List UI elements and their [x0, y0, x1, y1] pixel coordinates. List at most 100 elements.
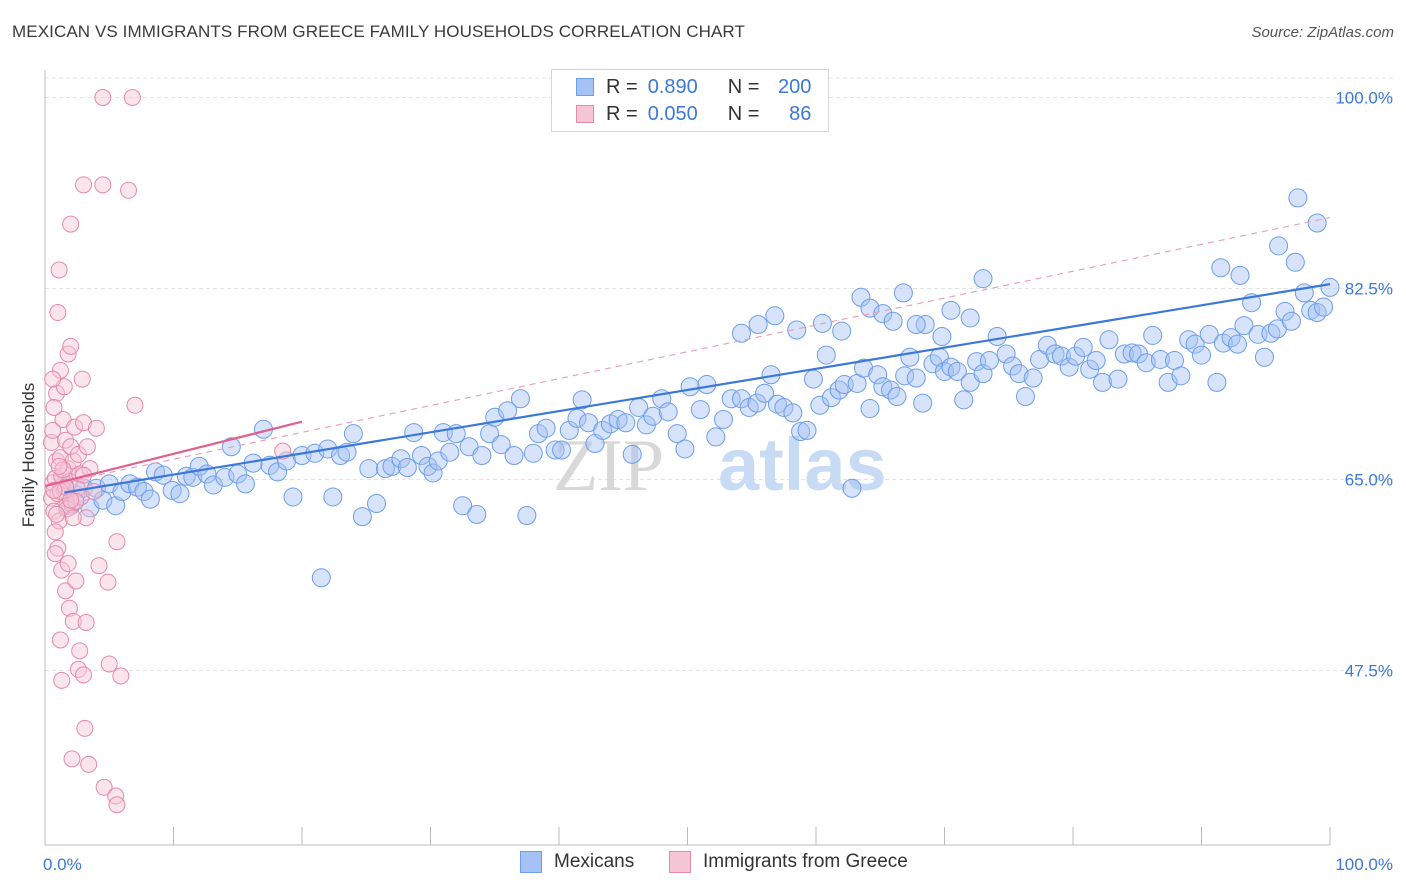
point-mexicans: [523, 443, 543, 463]
point-greece: [75, 666, 93, 684]
point-mexicans: [797, 420, 817, 440]
point-mexicans: [552, 440, 572, 460]
point-mexicans: [545, 440, 565, 460]
point-greece: [95, 778, 113, 796]
series-greece: [42, 89, 292, 814]
point-greece: [62, 491, 80, 509]
legend-r-label: R =: [606, 75, 638, 98]
point-mexicans: [1281, 311, 1301, 331]
point-mexicans: [821, 388, 841, 408]
x-tick-label: 100.0%: [1335, 855, 1393, 874]
point-mexicans: [667, 424, 687, 444]
point-greece: [50, 457, 68, 475]
point-greece: [76, 719, 94, 737]
point-mexicans: [1207, 372, 1227, 392]
point-mexicans: [960, 308, 980, 328]
point-greece: [46, 545, 64, 563]
point-greece: [59, 555, 77, 573]
point-mexicans: [987, 327, 1007, 347]
axes: [44, 70, 1331, 846]
point-mexicans: [504, 445, 524, 465]
trend-line-mexicans: [64, 283, 1331, 494]
point-mexicans: [996, 344, 1016, 364]
point-greece: [87, 419, 105, 437]
point-mexicans: [491, 435, 511, 455]
point-greece: [64, 509, 82, 527]
point-greece: [62, 215, 80, 233]
point-mexicans: [832, 321, 852, 341]
point-greece: [75, 414, 93, 432]
point-mexicans: [93, 490, 113, 510]
point-mexicans: [235, 474, 255, 494]
point-mexicans: [311, 568, 331, 588]
point-mexicans: [1275, 301, 1295, 321]
point-mexicans: [1086, 351, 1106, 371]
source-label: Source: ZipAtlas.com: [1251, 24, 1394, 41]
point-greece: [62, 337, 80, 355]
point-mexicans: [608, 409, 628, 429]
point-mexicans: [423, 463, 443, 483]
point-mexicans: [418, 456, 438, 476]
legend-n-label: N =: [727, 75, 760, 98]
point-greece: [48, 505, 66, 523]
point-mexicans: [842, 478, 862, 498]
point-mexicans: [1269, 236, 1289, 256]
point-mexicans: [397, 457, 417, 477]
point-mexicans: [731, 323, 751, 343]
y-tick-label: 47.5%: [1345, 662, 1393, 681]
legend-row-greece: R = 0.050 N = 86: [576, 102, 811, 126]
point-mexicans: [1003, 356, 1023, 376]
point-greece: [53, 671, 71, 689]
point-greece: [80, 755, 98, 773]
point-mexicans: [203, 475, 223, 495]
trend-line-greece: [44, 420, 303, 488]
point-mexicans: [887, 387, 907, 407]
point-mexicans: [622, 444, 642, 464]
point-mexicans: [913, 393, 933, 413]
point-mexicans: [947, 361, 967, 381]
point-greece: [123, 89, 141, 106]
bottom-legend-label: Immigrants from Greece: [703, 851, 908, 872]
point-greece: [67, 572, 85, 590]
point-greece: [45, 398, 63, 416]
point-mexicans: [1143, 325, 1163, 345]
point-mexicans: [873, 304, 893, 324]
point-mexicans: [1023, 368, 1043, 388]
point-mexicans: [932, 327, 952, 347]
point-greece: [46, 523, 64, 541]
point-greece: [66, 418, 84, 436]
point-mexicans: [323, 487, 343, 507]
point-mexicans: [1307, 213, 1327, 233]
point-mexicans: [1059, 357, 1079, 377]
point-mexicans: [883, 311, 903, 331]
y-tick-label: 100.0%: [1335, 89, 1393, 108]
point-greece: [73, 370, 91, 388]
point-mexicans: [854, 358, 874, 378]
point-mexicans: [1093, 372, 1113, 392]
bottom-legend-swatch-greece: [669, 851, 691, 873]
point-greece: [45, 502, 63, 520]
point-mexicans: [829, 380, 849, 400]
legend-r-label: R =: [606, 102, 638, 125]
legend-r-value: 0.890: [647, 75, 698, 98]
legend-row-mexicans: R = 0.890 N = 200: [576, 75, 811, 99]
point-mexicans: [747, 393, 767, 413]
point-greece: [77, 509, 95, 527]
point-greece: [90, 557, 108, 575]
bottom-legend-greece: Immigrants from Greece: [669, 851, 908, 873]
point-mexicans: [973, 269, 993, 289]
point-mexicans: [1192, 345, 1211, 365]
point-mexicans: [367, 494, 387, 514]
point-mexicans: [1227, 334, 1247, 354]
point-mexicans: [1136, 353, 1156, 373]
point-mexicans: [517, 506, 537, 526]
point-mexicans: [162, 480, 182, 500]
point-mexicans: [593, 420, 613, 440]
point-mexicans: [536, 418, 556, 438]
point-mexicans: [1099, 330, 1119, 350]
bottom-legend-swatch-mexicans: [520, 851, 542, 873]
point-mexicans: [1320, 277, 1340, 297]
point-greece: [77, 613, 95, 631]
trend-line-greece-extended: [44, 216, 1331, 487]
point-mexicans: [1171, 366, 1191, 386]
